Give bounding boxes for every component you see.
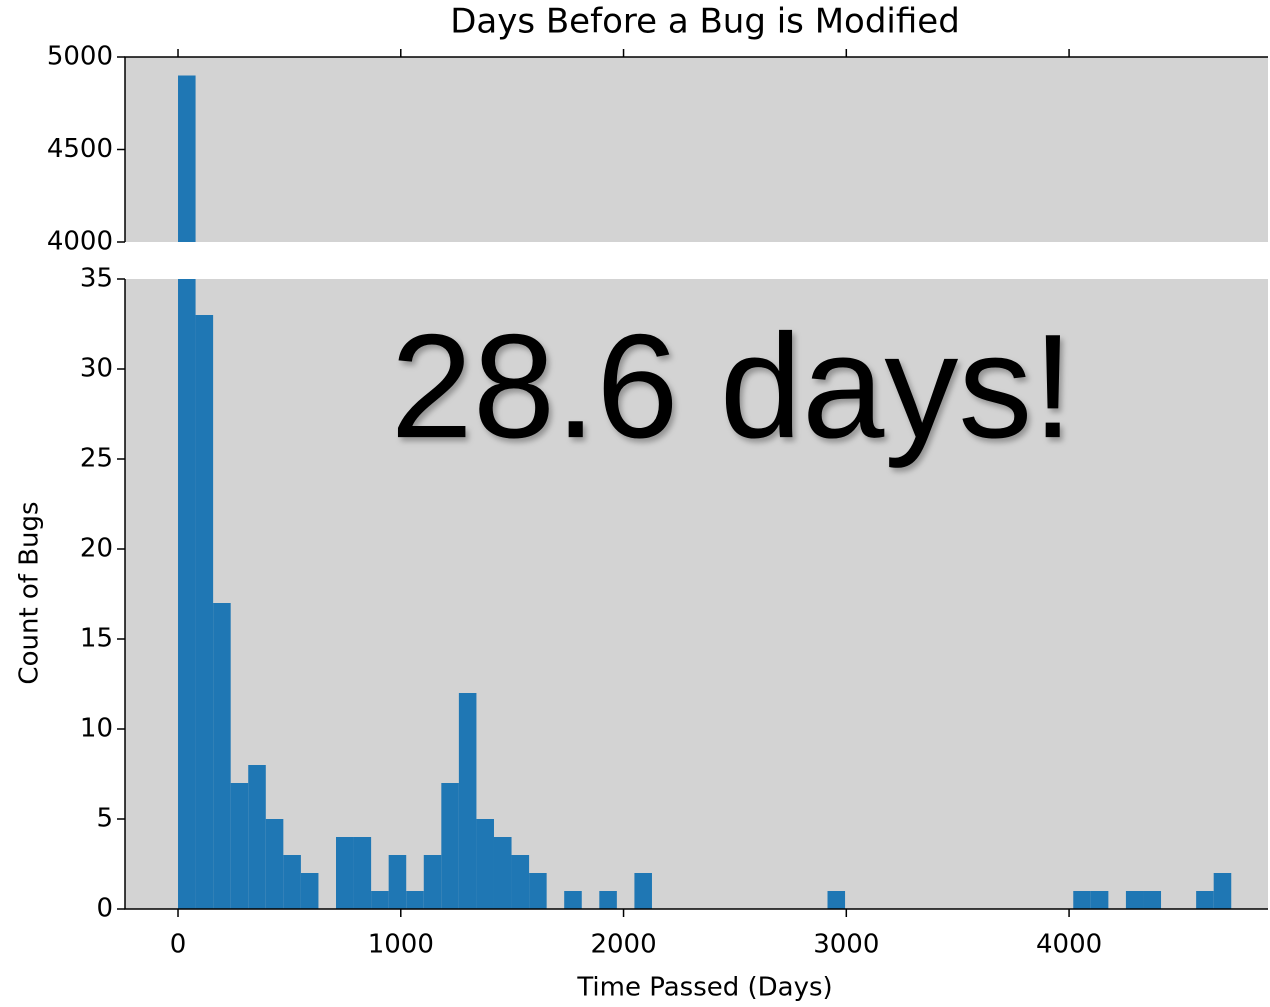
upper-bar [178, 75, 196, 242]
bar [248, 765, 266, 909]
bar [423, 855, 442, 909]
annotation: 28.6 days! [391, 304, 1074, 469]
bar [564, 891, 582, 909]
upper-y-tick-label: 4500 [47, 134, 113, 164]
bar [406, 891, 424, 909]
x-tick-label: 2000 [590, 930, 656, 960]
bar [458, 693, 477, 909]
y-tick-label: 10 [80, 714, 113, 744]
lower-plot-area [125, 279, 1268, 909]
x-tick-label: 4000 [1036, 930, 1102, 960]
x-tick-label: 3000 [813, 930, 879, 960]
bar [634, 873, 652, 909]
bar [195, 315, 214, 909]
bar [1143, 891, 1162, 909]
y-tick-label: 20 [80, 534, 113, 564]
y-tick-label: 15 [80, 624, 113, 654]
bar [493, 837, 512, 909]
bar [230, 783, 249, 909]
bar [300, 873, 319, 909]
bar [441, 783, 459, 909]
y-axis-label: Count of Bugs [15, 501, 45, 684]
bar [388, 855, 407, 909]
bar [353, 837, 372, 909]
bar [529, 873, 547, 909]
bar [1196, 891, 1214, 909]
y-tick-label: 35 [80, 264, 113, 294]
bar [336, 837, 354, 909]
bar [1213, 873, 1232, 909]
bar [178, 279, 196, 909]
upper-y-tick-label: 4000 [47, 227, 113, 257]
bar [283, 855, 301, 909]
bar [1090, 891, 1109, 909]
lower-bars [178, 279, 1232, 909]
y-tick-label: 25 [80, 444, 113, 474]
bar [599, 891, 617, 909]
y-tick-label: 5 [96, 804, 113, 834]
upper-plot-area [125, 57, 1268, 242]
bar [1125, 891, 1144, 909]
y-tick-label: 30 [80, 354, 113, 384]
bar [511, 855, 530, 909]
x-axis-label: Time Passed (Days) [576, 973, 832, 1003]
bar [265, 819, 284, 909]
bar [476, 819, 494, 909]
upper-bars [178, 75, 196, 242]
upper-y-tick-label: 5000 [47, 42, 113, 72]
bar [1073, 891, 1091, 909]
bar [213, 603, 231, 909]
chart-title: Days Before a Bug is Modified [450, 2, 960, 42]
x-tick-label: 1000 [368, 930, 434, 960]
x-tick-label: 0 [170, 930, 187, 960]
bar [371, 891, 389, 909]
y-tick-label: 0 [96, 894, 113, 924]
bar [827, 891, 846, 909]
